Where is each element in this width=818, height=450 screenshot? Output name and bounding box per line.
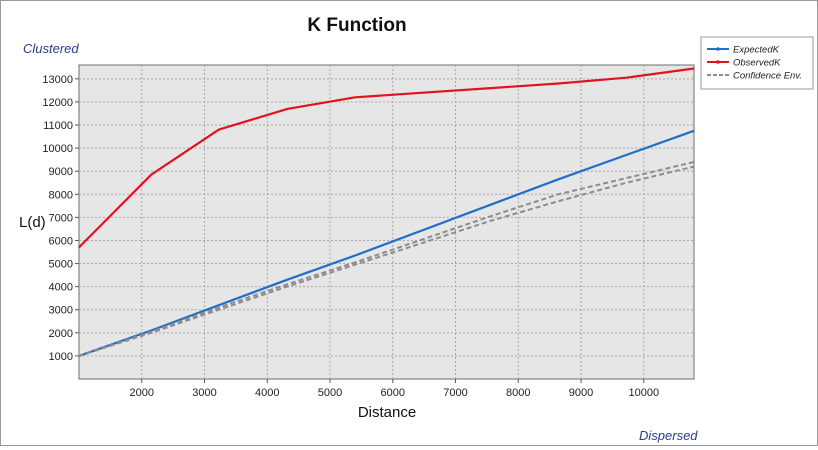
x-tick-label: 10000 bbox=[628, 387, 659, 399]
plot-area bbox=[78, 64, 695, 380]
y-tick-label: 10000 bbox=[42, 143, 73, 155]
y-tick-label: 3000 bbox=[49, 305, 73, 317]
y-axis-ticks: 1000 2000 3000 4000 5000 6000 7000 8000 9000 1000… bbox=[42, 74, 79, 363]
x-tick-label: 6000 bbox=[381, 387, 405, 399]
y-tick-label: 4000 bbox=[49, 282, 73, 294]
y-tick-label: 13000 bbox=[42, 74, 73, 86]
y-tick-label: 7000 bbox=[49, 212, 73, 224]
y-tick-label: 1000 bbox=[49, 351, 73, 363]
legend-marker bbox=[716, 47, 720, 51]
x-tick-label: 7000 bbox=[443, 387, 467, 399]
y-tick-label: 8000 bbox=[49, 189, 73, 201]
x-tick-label: 2000 bbox=[130, 387, 154, 399]
x-tick-label: 5000 bbox=[318, 387, 342, 399]
legend-label: ObservedK bbox=[733, 58, 781, 69]
y-tick-label: 5000 bbox=[49, 259, 73, 271]
x-tick-label: 4000 bbox=[255, 387, 279, 399]
legend-label: ExpectedK bbox=[733, 45, 780, 56]
series-line-confidence-env bbox=[78, 165, 695, 357]
legend: ExpectedK ObservedK Confidence Env. bbox=[700, 36, 814, 90]
x-tick-label: 8000 bbox=[506, 387, 530, 399]
x-tick-label: 3000 bbox=[192, 387, 216, 399]
x-axis-ticks: 2000 3000 4000 5000 6000 7000 8000 9000 10000 bbox=[130, 379, 659, 399]
y-tick-label: 9000 bbox=[49, 166, 73, 178]
y-tick-label: 6000 bbox=[49, 235, 73, 247]
y-tick-label: 11000 bbox=[43, 120, 73, 132]
series-line-confidence-env bbox=[78, 161, 695, 357]
grid-lines bbox=[79, 65, 694, 379]
x-axis-label: Distance bbox=[358, 404, 416, 421]
series-lines bbox=[78, 67, 695, 357]
y-tick-label: 12000 bbox=[42, 97, 73, 109]
series-line-expectedk bbox=[78, 129, 695, 357]
clustered-annotation: Clustered bbox=[23, 41, 79, 56]
x-tick-label: 9000 bbox=[569, 387, 593, 399]
series-line-observedk bbox=[78, 67, 695, 249]
legend-marker bbox=[716, 60, 720, 64]
legend-label: Confidence Env. bbox=[733, 71, 802, 82]
y-axis-label: L(d) bbox=[19, 214, 46, 231]
y-tick-label: 2000 bbox=[49, 328, 73, 340]
chart-title: K Function bbox=[307, 15, 406, 36]
legend-items: ExpectedK ObservedK Confidence Env. bbox=[707, 45, 802, 82]
dispersed-annotation: Dispersed bbox=[639, 428, 698, 443]
